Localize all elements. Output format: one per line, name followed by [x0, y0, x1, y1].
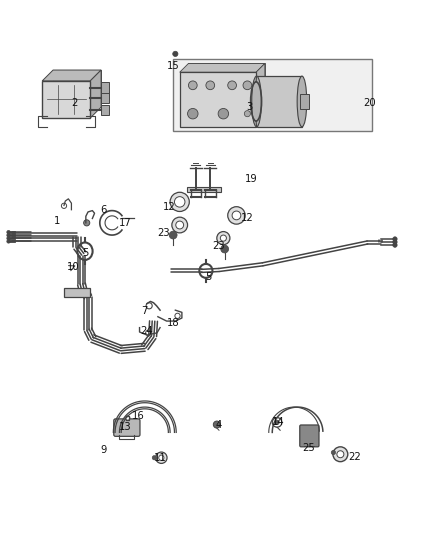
Circle shape	[337, 451, 344, 458]
Polygon shape	[42, 70, 101, 81]
Text: 5: 5	[83, 248, 89, 259]
Text: 23: 23	[157, 228, 170, 238]
Text: 12: 12	[241, 214, 254, 223]
Circle shape	[333, 447, 348, 462]
Polygon shape	[53, 70, 101, 107]
Circle shape	[7, 237, 11, 240]
Text: 22: 22	[348, 453, 361, 462]
Bar	[101, 92, 109, 103]
Text: 7: 7	[141, 306, 148, 317]
Circle shape	[275, 420, 279, 425]
Circle shape	[244, 111, 251, 117]
Text: 15: 15	[167, 61, 180, 71]
Text: 23: 23	[213, 241, 225, 251]
Circle shape	[173, 51, 178, 56]
Bar	[187, 187, 221, 192]
Text: 4: 4	[216, 419, 222, 430]
Circle shape	[172, 217, 187, 233]
Text: 13: 13	[119, 422, 131, 432]
Circle shape	[393, 237, 397, 241]
Circle shape	[152, 456, 156, 460]
Circle shape	[170, 192, 189, 212]
Ellipse shape	[297, 76, 307, 127]
Circle shape	[220, 235, 226, 241]
Text: 1: 1	[54, 216, 60, 225]
Text: 16: 16	[132, 411, 145, 421]
Text: 6: 6	[100, 205, 106, 215]
Text: 19: 19	[245, 174, 258, 184]
Circle shape	[393, 243, 397, 247]
Circle shape	[70, 290, 74, 295]
Text: 5: 5	[205, 272, 211, 282]
Circle shape	[126, 416, 130, 420]
Polygon shape	[256, 63, 265, 127]
Text: 18: 18	[167, 318, 180, 328]
Circle shape	[206, 81, 215, 90]
Text: 2: 2	[72, 98, 78, 108]
Polygon shape	[188, 63, 265, 118]
Bar	[42, 81, 90, 118]
Text: 20: 20	[363, 98, 376, 108]
Circle shape	[80, 290, 85, 295]
Text: 11: 11	[154, 453, 166, 463]
Bar	[257, 76, 302, 127]
Text: 14: 14	[272, 417, 284, 427]
Text: 12: 12	[162, 201, 175, 212]
Text: 9: 9	[100, 445, 106, 455]
Circle shape	[188, 81, 197, 90]
Circle shape	[218, 108, 229, 119]
Circle shape	[232, 211, 241, 220]
Bar	[180, 72, 256, 127]
Text: 24: 24	[141, 326, 153, 336]
Circle shape	[221, 245, 229, 253]
Circle shape	[393, 240, 397, 244]
Polygon shape	[90, 70, 101, 118]
Bar	[64, 288, 90, 297]
Polygon shape	[180, 63, 265, 72]
FancyBboxPatch shape	[300, 425, 319, 447]
Bar	[173, 59, 372, 131]
Circle shape	[174, 197, 185, 207]
Circle shape	[331, 450, 336, 455]
Circle shape	[187, 108, 198, 119]
Bar	[101, 83, 109, 93]
Circle shape	[169, 231, 177, 239]
Ellipse shape	[252, 76, 261, 127]
Circle shape	[176, 221, 184, 229]
Bar	[101, 104, 109, 115]
Circle shape	[7, 233, 11, 237]
Circle shape	[159, 455, 164, 461]
Circle shape	[228, 81, 237, 90]
Text: 10: 10	[67, 262, 79, 272]
Text: 3: 3	[247, 102, 253, 112]
Circle shape	[7, 240, 11, 243]
Circle shape	[84, 220, 90, 226]
Circle shape	[217, 231, 230, 245]
Text: 25: 25	[302, 443, 315, 453]
Circle shape	[243, 81, 252, 90]
FancyBboxPatch shape	[114, 419, 140, 437]
Bar	[300, 94, 309, 109]
Text: 8: 8	[65, 290, 71, 300]
Circle shape	[155, 452, 167, 463]
Circle shape	[228, 207, 245, 224]
Circle shape	[213, 421, 220, 428]
Text: 17: 17	[119, 218, 131, 228]
Circle shape	[7, 230, 11, 234]
